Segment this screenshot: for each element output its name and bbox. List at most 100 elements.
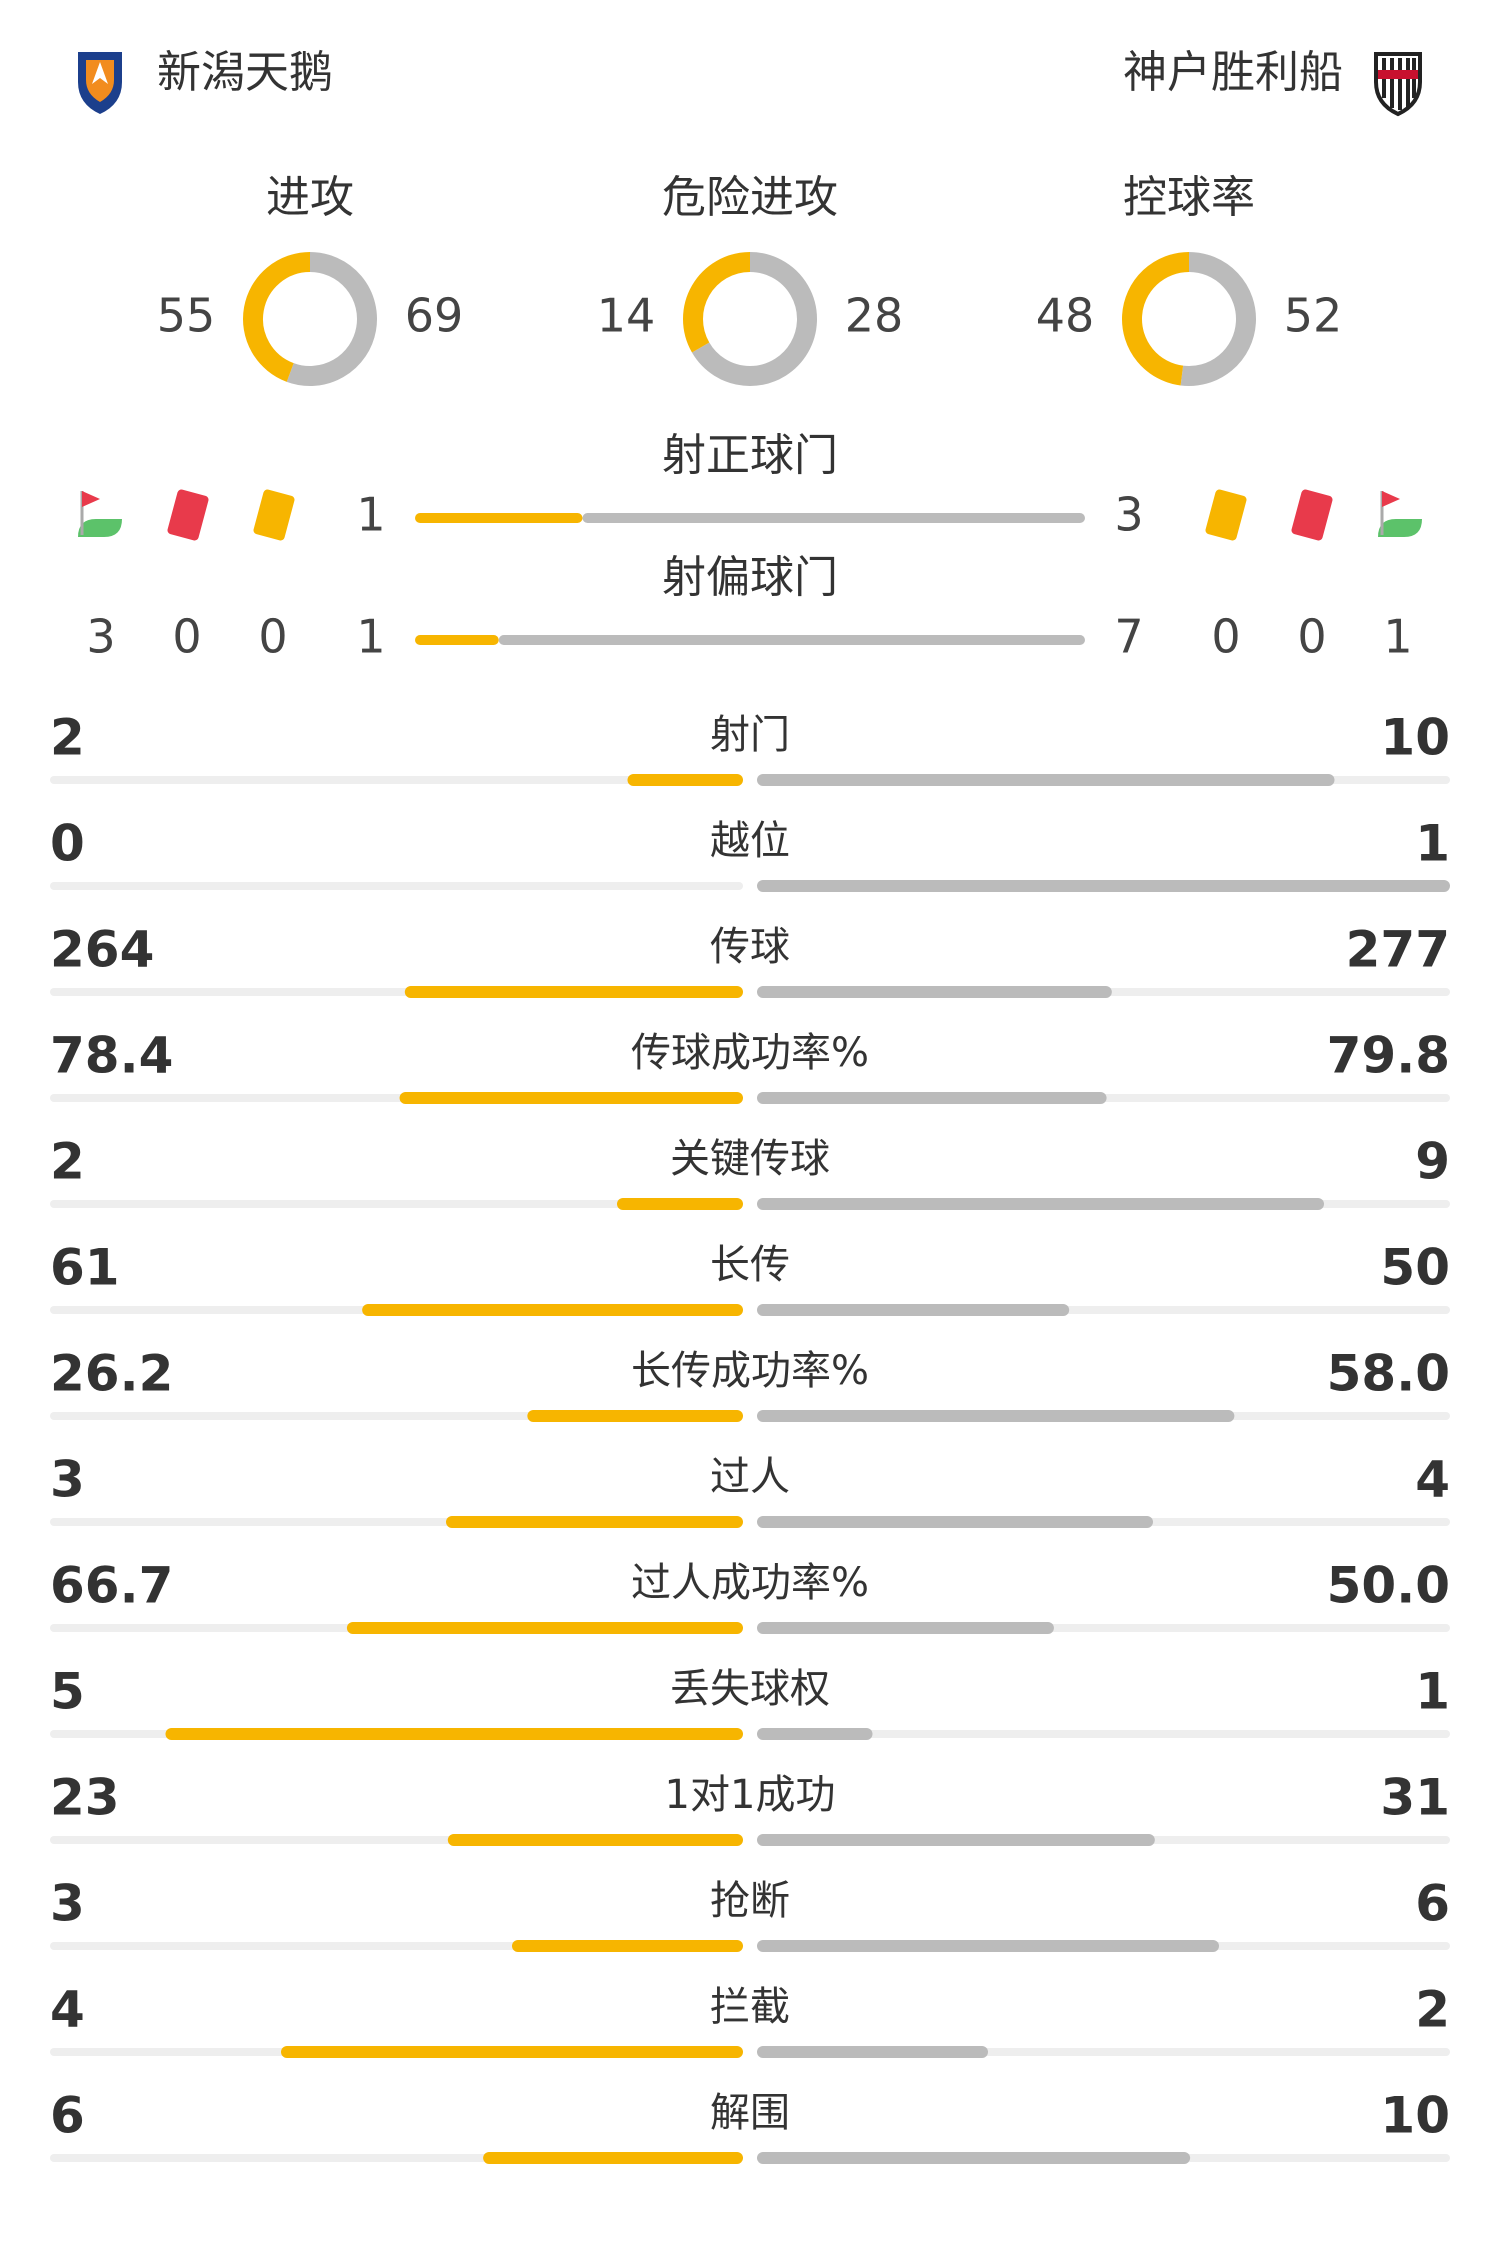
- stat-away-bar: [757, 1728, 873, 1740]
- stat-home-value: 264: [50, 921, 154, 979]
- shot-home-bar: [415, 635, 499, 645]
- stat-away-value: 79.8: [1327, 1027, 1450, 1085]
- ring-label: 危险进攻: [662, 172, 838, 223]
- ring-home-arc: [1122, 252, 1190, 386]
- stat-away-value: 58.0: [1327, 1345, 1450, 1403]
- ring-away-arc: [286, 252, 377, 386]
- stat-away-value: 6: [1415, 1875, 1450, 1933]
- stat-away-value: 1: [1415, 1663, 1450, 1721]
- stat-away-bar: [757, 1940, 1219, 1952]
- stat-away-bar: [757, 1092, 1107, 1104]
- corner-icon: [1378, 491, 1422, 537]
- home-logo: [78, 52, 122, 114]
- yellow-card-icon: [253, 489, 295, 541]
- red-card-icon: [167, 489, 209, 541]
- stat-away-bar: [757, 2046, 988, 2058]
- stat-label: 解围: [710, 2090, 790, 2136]
- stat-track: [50, 882, 743, 890]
- stat-label: 丢失球权: [670, 1666, 830, 1712]
- stat-label: 过人: [710, 1454, 790, 1500]
- stat-home-bar: [165, 1728, 743, 1740]
- stat-away-value: 10: [1380, 2087, 1450, 2145]
- shot-home-value: 1: [356, 610, 385, 664]
- stat-label: 关键传球: [670, 1136, 830, 1182]
- shot-away-bar: [498, 635, 1085, 645]
- stat-home-bar: [362, 1304, 743, 1316]
- stat-home-value: 66.7: [50, 1557, 173, 1615]
- stat-home-value: 2: [50, 709, 85, 767]
- stat-home-bar: [617, 1198, 743, 1210]
- stat-away-bar: [757, 986, 1112, 998]
- stat-label: 长传成功率%: [631, 1348, 869, 1394]
- stat-label: 越位: [710, 818, 790, 864]
- home-team: 新潟天鹅: [157, 47, 333, 98]
- stat-track: [50, 1200, 743, 1208]
- stat-label: 1对1成功: [665, 1772, 836, 1818]
- stat-away-value: 1: [1415, 815, 1450, 873]
- red-card-icon: [1291, 489, 1333, 541]
- stat-label: 传球: [710, 924, 790, 970]
- stat-away-value: 50: [1380, 1239, 1450, 1297]
- stat-label: 长传: [710, 1242, 790, 1288]
- home-red: 0: [172, 610, 201, 664]
- ring-away-value: 69: [405, 289, 464, 343]
- shot-label: 射偏球门: [662, 552, 838, 603]
- shot-home-bar: [415, 513, 583, 523]
- stat-home-value: 0: [50, 815, 85, 873]
- shot-label: 射正球门: [662, 430, 838, 481]
- shot-home-value: 1: [356, 488, 385, 542]
- yellow-card-icon: [1205, 489, 1247, 541]
- stat-label: 射门: [710, 712, 790, 758]
- stat-home-bar: [281, 2046, 743, 2058]
- stat-home-value: 23: [50, 1769, 120, 1827]
- stat-home-value: 26.2: [50, 1345, 173, 1403]
- away-red: 0: [1297, 610, 1326, 664]
- stat-away-value: 9: [1415, 1133, 1450, 1191]
- ring-home-arc: [243, 252, 311, 382]
- stat-home-value: 61: [50, 1239, 120, 1297]
- stat-away-bar: [757, 1622, 1054, 1634]
- ring-home-value: 14: [597, 289, 656, 343]
- shot-away-value: 7: [1114, 610, 1143, 664]
- stat-home-bar: [399, 1092, 743, 1104]
- ring-away-arc: [691, 252, 817, 386]
- stat-away-bar: [757, 1410, 1235, 1422]
- stat-home-value: 4: [50, 1981, 85, 2039]
- stat-track: [757, 1730, 1450, 1738]
- stat-home-bar: [627, 774, 743, 786]
- shot-away-bar: [582, 513, 1085, 523]
- stat-label: 传球成功率%: [631, 1030, 869, 1076]
- stat-home-bar: [404, 986, 743, 998]
- ring-away-value: 28: [845, 289, 904, 343]
- stat-away-bar: [757, 1304, 1070, 1316]
- corner-icon: [78, 491, 122, 537]
- stat-home-bar: [447, 1834, 743, 1846]
- ring-away-value: 52: [1284, 289, 1343, 343]
- stat-away-bar: [757, 2152, 1191, 2164]
- away-corners: 1: [1383, 610, 1412, 664]
- stat-away-bar: [757, 1834, 1155, 1846]
- stat-home-bar: [446, 1516, 743, 1528]
- ring-away-arc: [1180, 252, 1256, 386]
- ring-home-value: 48: [1036, 289, 1095, 343]
- stat-away-bar: [757, 774, 1335, 786]
- stat-away-bar: [757, 880, 1450, 892]
- shot-away-value: 3: [1114, 488, 1143, 542]
- stat-home-bar: [512, 1940, 743, 1952]
- stat-home-bar: [483, 2152, 743, 2164]
- stat-away-bar: [757, 1516, 1153, 1528]
- stat-away-value: 10: [1380, 709, 1450, 767]
- stat-home-value: 5: [50, 1663, 85, 1721]
- stat-home-value: 78.4: [50, 1027, 173, 1085]
- ring-home-arc: [683, 252, 751, 353]
- ring-home-value: 55: [157, 289, 216, 343]
- stat-away-value: 277: [1346, 921, 1450, 979]
- stat-home-bar: [527, 1410, 743, 1422]
- home-corners: 3: [86, 610, 115, 664]
- stat-home-value: 3: [50, 1875, 85, 1933]
- stat-away-value: 31: [1380, 1769, 1450, 1827]
- away-yellow: 0: [1211, 610, 1240, 664]
- stat-home-bar: [346, 1622, 743, 1634]
- stat-label: 抢断: [710, 1878, 790, 1924]
